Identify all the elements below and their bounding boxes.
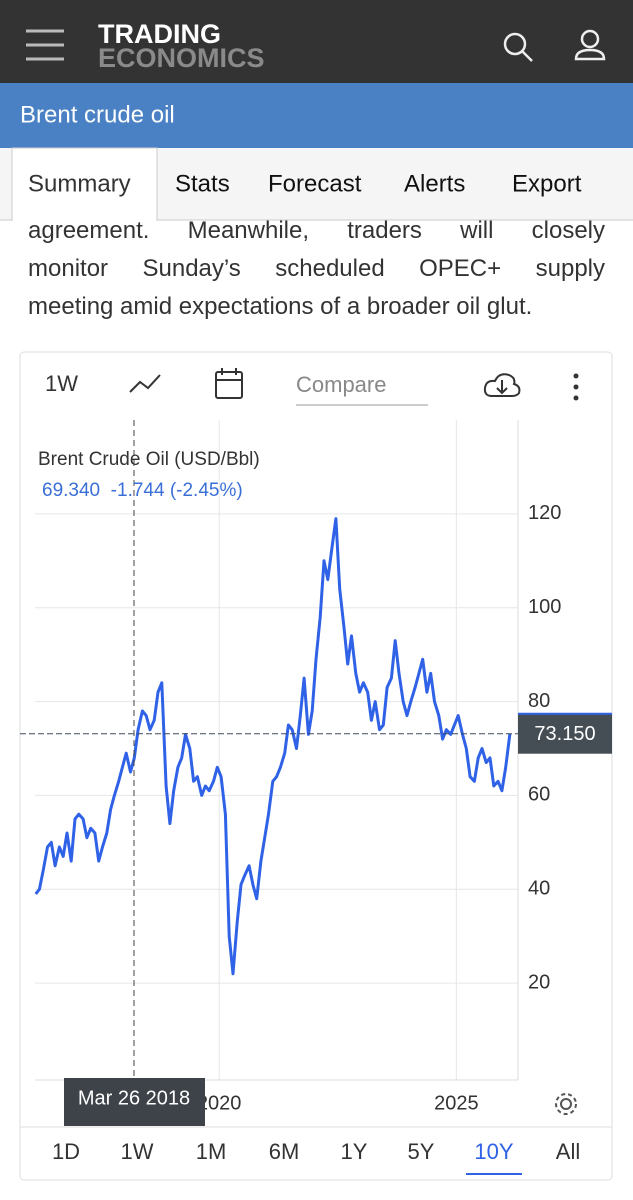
tab[interactable]: Export (512, 170, 582, 197)
y-tick-label: 100 (528, 596, 561, 618)
search-button[interactable] (503, 32, 533, 62)
y-tick-label: 120 (528, 502, 561, 524)
menu-button[interactable] (26, 29, 64, 61)
tab[interactable]: Alerts (404, 170, 465, 197)
crosshair-label: Mar 26 2018 (78, 1087, 190, 1109)
chart-box (19, 351, 613, 1181)
price-marker-box (518, 713, 612, 754)
active-tab (11, 147, 158, 221)
interval-button[interactable]: 1W (45, 371, 78, 396)
logo-bottom[interactable]: ECONOMICS (98, 43, 265, 73)
paragraph-line: agreement. Meanwhile, traders will close… (28, 217, 605, 244)
chart-type-button[interactable] (129, 374, 161, 393)
range-button[interactable]: 6M (269, 1139, 300, 1164)
legend-name: Brent Crude Oil (USD/Bbl) (38, 449, 260, 470)
range-button[interactable]: 10Y (474, 1139, 513, 1164)
title-bar (0, 83, 633, 148)
more-button[interactable] (573, 373, 579, 401)
range-button[interactable]: 1Y (341, 1139, 368, 1164)
date-button[interactable] (215, 368, 243, 399)
y-tick-label: 20 (528, 971, 550, 993)
tab[interactable]: Forecast (268, 170, 362, 197)
settings-button[interactable] (555, 1093, 577, 1115)
paragraph-line: meeting amid expectations of a broader o… (28, 293, 533, 320)
page-title: Brent crude oil (20, 101, 175, 128)
compare-input[interactable]: Compare (296, 372, 386, 397)
legend-quote: 69.340 -1.744 (-2.45%) (42, 480, 243, 501)
y-tick-label: 80 (528, 690, 550, 712)
account-button[interactable] (574, 29, 606, 61)
range-button[interactable]: All (556, 1139, 580, 1164)
y-tick-label: 40 (528, 878, 550, 900)
download-button[interactable] (483, 373, 521, 397)
crosshair-box (64, 1078, 205, 1126)
range-button[interactable]: 5Y (408, 1139, 435, 1164)
price-marker-label: 73.150 (534, 723, 595, 745)
y-tick-label: 60 (528, 784, 550, 806)
x-tick-label: 2020 (197, 1092, 242, 1114)
price-line (34, 517, 512, 976)
tab[interactable]: Stats (175, 170, 230, 197)
logo-top[interactable]: TRADING (98, 19, 221, 49)
paragraph-line: monitor Sunday’s scheduled OPEC+ supply (28, 255, 605, 282)
top-bar (0, 0, 633, 83)
range-button[interactable]: 1W (121, 1139, 154, 1164)
tab[interactable]: Summary (28, 170, 131, 197)
range-button[interactable]: 1M (196, 1139, 227, 1164)
x-tick-label: 2025 (434, 1092, 479, 1114)
range-button[interactable]: 1D (52, 1139, 80, 1164)
